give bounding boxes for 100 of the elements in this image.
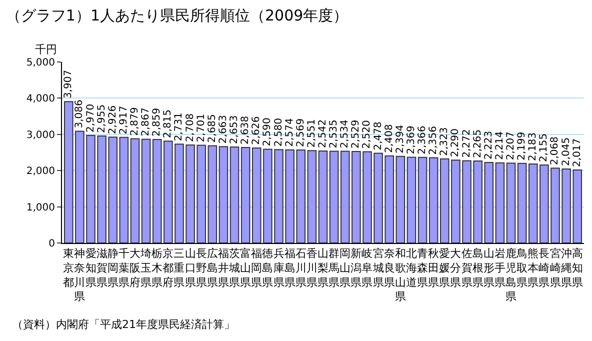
y-tick-label: 4,000 <box>26 94 55 105</box>
y-tick-label: 0 <box>48 238 55 250</box>
x-tick-label: 福岡県 <box>251 247 262 289</box>
data-label: 2,685 <box>206 114 218 143</box>
x-tick-label: 京都府 <box>162 247 174 289</box>
x-tick-label: 北海道 <box>406 247 417 289</box>
x-tick-label: 大阪府 <box>129 247 140 289</box>
data-label: 2,265 <box>472 129 484 158</box>
bar <box>208 145 218 243</box>
x-tick-label: 秋田県 <box>428 247 440 289</box>
y-tick-label: 2,000 <box>26 166 55 178</box>
data-label: 2,626 <box>251 116 262 145</box>
data-label: 2,356 <box>428 126 440 155</box>
x-tick-label: 香川県 <box>306 247 318 289</box>
bar <box>218 146 228 243</box>
x-tick-label: 愛媛県 <box>439 247 450 289</box>
bar <box>307 150 317 243</box>
y-tick-label: 3,000 <box>26 130 55 141</box>
data-label: 2,520 <box>362 120 373 149</box>
text: （資料）内閣府「平成21年度県民経済計算」 <box>12 318 235 331</box>
data-label: 2,815 <box>162 109 174 138</box>
data-label: 2,223 <box>483 130 494 160</box>
data-label: 2,366 <box>417 126 428 154</box>
data-label: 2,534 <box>340 120 351 148</box>
x-tick-label: 山口県 <box>184 247 196 289</box>
x-tick-label: 富山県 <box>240 247 252 289</box>
bar <box>428 157 438 243</box>
x-tick-label: 鹿児島県 <box>506 247 517 304</box>
x-tick-label: 東京都 <box>63 247 74 289</box>
bar <box>418 156 428 243</box>
x-tick-label: 奈良県 <box>384 247 395 289</box>
x-tick-label: 岩手県 <box>494 247 506 289</box>
x-tick-label: 新潟県 <box>350 247 362 289</box>
data-label: 2,207 <box>506 131 517 160</box>
data-label: 2,955 <box>96 104 108 134</box>
x-tick-label: 長野県 <box>196 247 207 289</box>
x-tick-label: 神奈川県 <box>74 247 86 304</box>
x-tick-label: 埼玉県 <box>140 247 152 289</box>
x-tick-label: 岐阜県 <box>362 247 373 289</box>
data-label: 2,408 <box>384 124 395 153</box>
data-label: 2,478 <box>372 122 384 150</box>
x-tick-label: 高知県 <box>572 247 583 289</box>
data-label: 2,542 <box>318 119 328 148</box>
data-label: 2,272 <box>461 129 472 158</box>
data-label: 2,569 <box>295 118 306 147</box>
x-tick-label: 熊本県 <box>528 247 539 289</box>
bar <box>406 156 416 243</box>
data-label: 2,290 <box>450 128 462 158</box>
data-label: 2,701 <box>196 114 207 142</box>
x-tick-label: 山梨県 <box>318 247 328 289</box>
data-label: 2,731 <box>174 112 185 142</box>
x-tick-label: 佐賀県 <box>461 247 472 289</box>
data-label: 2,183 <box>528 132 539 161</box>
x-tick-label: 兵庫県 <box>273 247 284 289</box>
data-label: 2,551 <box>306 119 318 148</box>
bar <box>240 147 250 243</box>
data-label: 2,535 <box>328 120 340 148</box>
y-axis-title: 千円 <box>35 43 57 56</box>
bar <box>230 146 240 243</box>
x-tick-label: 千葉県 <box>118 247 130 289</box>
data-label: 2,663 <box>218 114 229 144</box>
y-tick-label: 1,000 <box>26 202 55 214</box>
data-label: 2,369 <box>406 126 417 154</box>
data-label: 2,574 <box>284 118 296 147</box>
data-label: 2,708 <box>184 113 196 142</box>
x-tick-label: 栃木県 <box>152 247 163 289</box>
x-tick-label: 群馬県 <box>328 247 340 289</box>
x-tick-label: 滋賀県 <box>96 247 108 289</box>
data-label: 2,867 <box>140 108 152 136</box>
data-label: 2,394 <box>394 124 406 154</box>
x-tick-label: 愛知県 <box>85 247 96 289</box>
x-tick-label: 沖縄県 <box>560 247 572 289</box>
x-tick-label: 青森県 <box>417 247 428 289</box>
chart-title: （グラフ1）1人あたり県民所得順位（2009年度） <box>6 6 348 25</box>
x-tick-label: 福島県 <box>284 247 296 289</box>
x-tick-label: 徳島県 <box>262 247 274 289</box>
data-label: 2,017 <box>572 138 583 167</box>
data-label: 2,155 <box>538 133 550 162</box>
data-label: 2,970 <box>85 104 96 132</box>
x-tick-label: 島根県 <box>472 247 484 289</box>
x-tick-label: 石川県 <box>295 247 306 289</box>
data-label: 2,926 <box>107 105 118 134</box>
x-tick-label: 宮城県 <box>372 247 384 289</box>
bar <box>506 162 516 243</box>
data-label: 3,086 <box>74 100 86 128</box>
x-tick-label: 鳥取県 <box>516 247 528 289</box>
bar <box>396 156 406 243</box>
bar <box>517 162 527 243</box>
data-label: 2,638 <box>240 116 252 144</box>
bar <box>318 150 328 243</box>
x-tick-label: 三重県 <box>174 247 185 289</box>
bar <box>329 150 339 243</box>
data-label: 3,907 <box>63 70 74 99</box>
x-tick-label: 静岡県 <box>107 247 118 289</box>
bar <box>119 136 129 243</box>
x-tick-label: 広島県 <box>206 247 218 289</box>
data-label: 2,917 <box>118 106 130 134</box>
data-label: 2,859 <box>152 108 163 136</box>
data-label: 2,214 <box>494 131 506 160</box>
data-label: 2,045 <box>560 137 572 166</box>
